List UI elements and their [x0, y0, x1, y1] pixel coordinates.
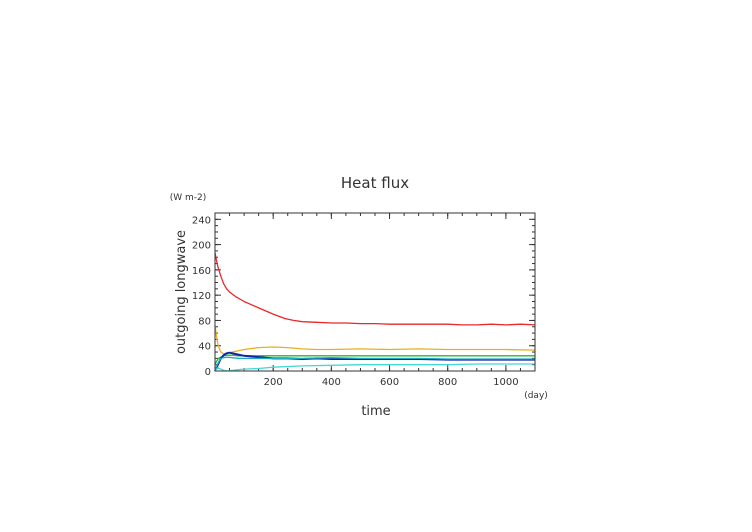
series-line-3 — [214, 354, 535, 365]
x-tick-label: 400 — [322, 377, 341, 388]
x-axis-label: time — [361, 404, 390, 419]
series-line-1 — [214, 252, 536, 326]
chart-title: Heat flux — [341, 174, 409, 192]
plot-frame — [214, 212, 536, 372]
y-tick-label: 40 — [198, 342, 211, 353]
y-axis-label: outgoing longwave — [174, 230, 189, 354]
x-tick-label: 600 — [380, 377, 399, 388]
y-tick-label: 0 — [205, 367, 211, 378]
data-series — [214, 252, 536, 372]
y-unit-label: (W m-2) — [170, 193, 207, 203]
y-tick-label: 80 — [198, 316, 211, 327]
series-line-2 — [214, 325, 536, 355]
series-line-5 — [214, 356, 535, 370]
series-line-6 — [214, 363, 535, 372]
y-tick-label: 200 — [192, 241, 211, 252]
axis-ticks: 200 400 600 800 1000 0 40 80 120 160 200 240 — [192, 213, 535, 388]
x-unit-label: (day) — [524, 391, 548, 401]
x-tick-label: 800 — [438, 377, 457, 388]
y-tick-label: 120 — [192, 291, 211, 302]
x-tick-label: 200 — [264, 377, 283, 388]
x-tick-label: 1000 — [493, 377, 518, 388]
y-tick-label: 160 — [192, 266, 211, 277]
y-tick-label: 240 — [192, 215, 211, 226]
